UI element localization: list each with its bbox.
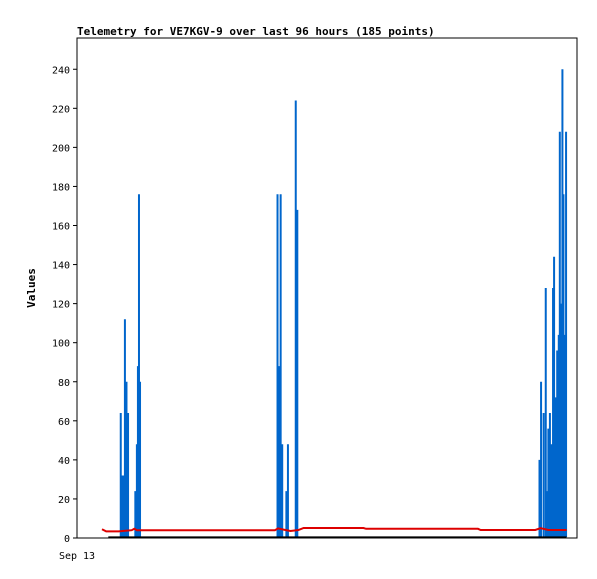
series-line xyxy=(101,527,567,533)
y-tick-label: 120 xyxy=(52,300,70,311)
y-tick-label: 180 xyxy=(52,182,70,193)
y-tick-label: 0 xyxy=(64,534,70,545)
y-tick-label: 20 xyxy=(58,495,70,506)
y-tick-label: 80 xyxy=(58,378,70,389)
y-tick-label: 140 xyxy=(52,261,70,272)
y-tick-label: 200 xyxy=(52,143,70,154)
y-tick-label: 100 xyxy=(52,339,70,350)
series-1 xyxy=(101,527,567,533)
y-tick-label: 220 xyxy=(52,104,70,115)
series-0 xyxy=(119,69,568,537)
y-tick-label: 160 xyxy=(52,222,70,233)
y-axis-ticks: 0 20 40 60 80 100 120 140 160 180 200 220 240 xyxy=(52,65,77,545)
y-tick-label: 40 xyxy=(58,456,70,467)
x-axis-ticks: Sep 13 xyxy=(59,551,95,562)
y-axis-label: Values xyxy=(25,268,38,308)
chart-title: Telemetry for VE7KGV-9 over last 96 hour… xyxy=(77,25,435,38)
plot-area-frame xyxy=(76,37,578,539)
x-tick-label: Sep 13 xyxy=(59,551,95,562)
series-layer xyxy=(101,69,568,539)
y-tick-label: 240 xyxy=(52,65,70,76)
y-tick-label: 60 xyxy=(58,417,70,428)
